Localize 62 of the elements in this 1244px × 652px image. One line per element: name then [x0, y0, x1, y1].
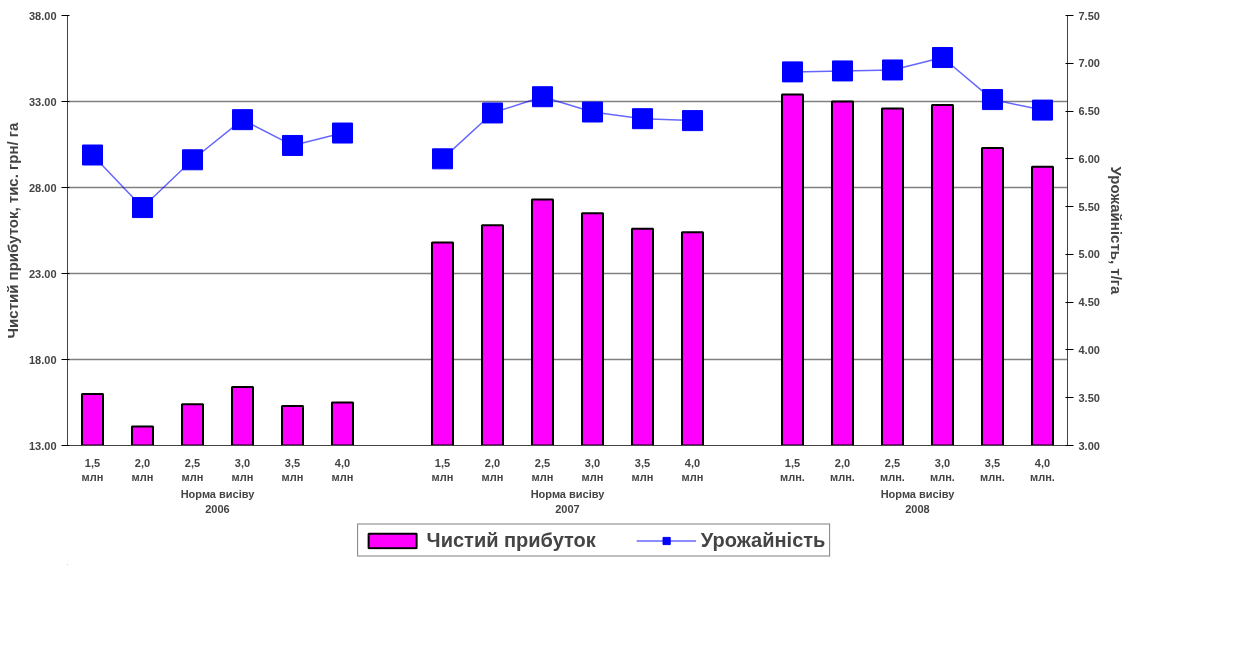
- point: [682, 110, 703, 132]
- x-tick-label: 2,5 млн.: [880, 456, 905, 483]
- text: Норма висіву: [180, 487, 256, 500]
- x-tick-label: 3,5 млн: [281, 456, 304, 483]
- y-tick-label: 23.00: [28, 267, 57, 280]
- point: [832, 60, 853, 82]
- text: 2008: [905, 502, 930, 515]
- x-tick-label: 1,5 млн: [81, 456, 104, 483]
- x-tick-label: 2,0 млн.: [830, 456, 855, 483]
- y2-tick-label: 4.50: [1078, 296, 1100, 309]
- point: [82, 144, 103, 166]
- x-tick-label: 4,0 млн.: [1030, 456, 1055, 483]
- y2-tick-label: 3.50: [1078, 391, 1100, 404]
- legend-label: Урожайність: [700, 528, 826, 552]
- text: Норма висіву: [530, 487, 606, 500]
- y-tick-label: 38.00: [28, 9, 57, 22]
- y-tick-label: 13.00: [28, 439, 57, 452]
- x-tick-label: 2,0 млн: [131, 456, 154, 483]
- text: Норма висіву: [880, 487, 956, 500]
- x-tick-label: 3,0 млн: [231, 456, 254, 483]
- x-tick-label: 3,5 млн.: [980, 456, 1005, 483]
- x-tick-label: 4,0 млн: [681, 456, 704, 483]
- x-tick-label: 2,5 млн: [181, 456, 204, 483]
- y2-tick-label: 4.00: [1078, 343, 1100, 356]
- x-tick-label: 3,0 млн.: [930, 456, 955, 483]
- y-axis-title: Чистий прибуток, тис. грн/ га: [3, 121, 21, 339]
- point: [282, 134, 303, 156]
- point: [582, 101, 603, 123]
- y2-tick-label: 5.50: [1078, 200, 1100, 213]
- x-tick-label: 3,0 млн: [581, 456, 604, 483]
- point: [532, 86, 553, 108]
- y2-tick-label: 6.50: [1078, 105, 1100, 118]
- point: [182, 149, 203, 171]
- x-tick-label: 4,0 млн: [331, 456, 354, 483]
- point: [932, 47, 953, 69]
- point: [232, 109, 253, 131]
- x-tick-label: 2,0 млн: [481, 456, 504, 483]
- y2-axis-title: Урожайність, т/га: [1107, 166, 1125, 296]
- y2-tick-label: 6.00: [1078, 152, 1100, 165]
- text: 2007: [555, 502, 580, 515]
- legend-label: Чистий прибуток: [426, 528, 596, 552]
- point: [632, 108, 653, 130]
- text: 2006: [205, 502, 230, 515]
- x-tick-label: 1,5 млн: [431, 456, 454, 483]
- point: [882, 59, 903, 81]
- point: [132, 197, 153, 219]
- y2-tick-label: 5.00: [1078, 248, 1100, 261]
- x-tick-label: 3,5 млн: [631, 456, 654, 483]
- y-tick-label: 33.00: [28, 95, 57, 108]
- point: [1032, 99, 1053, 121]
- point: [482, 102, 503, 124]
- x-tick-label: 2,5 млн: [531, 456, 554, 483]
- y-tick-label: 28.00: [28, 181, 57, 194]
- point: [432, 148, 453, 170]
- x-tick-label: 1,5 млн.: [780, 456, 805, 483]
- point: [332, 122, 353, 144]
- y2-tick-label: 7.00: [1078, 57, 1100, 70]
- y-tick-label: 18.00: [28, 353, 57, 366]
- y2-tick-label: 3.00: [1078, 439, 1100, 452]
- point: [782, 61, 803, 83]
- y2-tick-label: 7.50: [1078, 9, 1100, 22]
- point: [982, 89, 1003, 111]
